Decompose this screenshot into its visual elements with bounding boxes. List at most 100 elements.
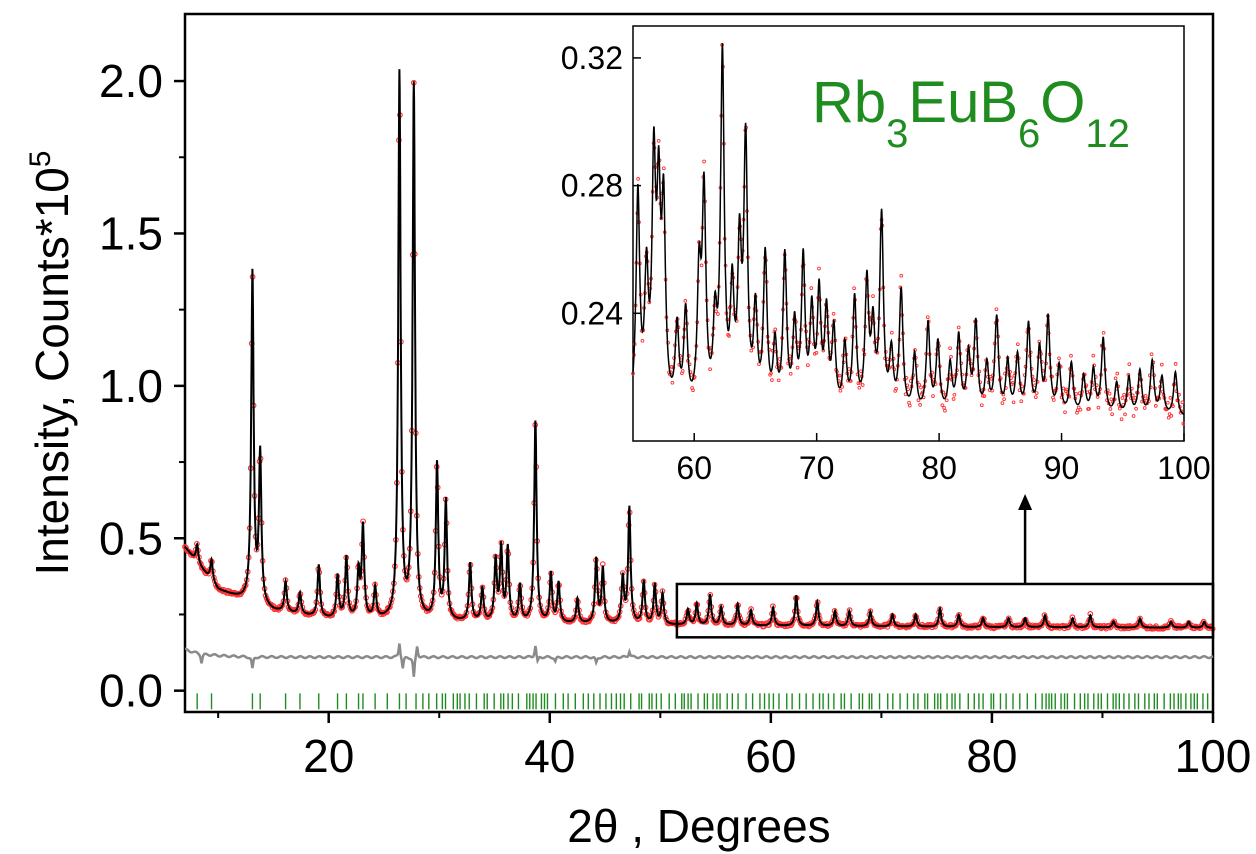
- inset-observed-point: [1168, 396, 1173, 400]
- inset-observed-point: [856, 381, 861, 386]
- inset-x-tick-label: 70: [799, 450, 835, 486]
- inset-observed-point: [1087, 407, 1091, 411]
- inset-y-tick-label: 0.28: [561, 168, 623, 204]
- x-axis-label: 2θ , Degrees: [567, 800, 830, 852]
- inset-observed-point: [1142, 406, 1147, 410]
- y-tick-label: 2.0: [99, 55, 163, 107]
- inset-observed-point: [1015, 342, 1020, 347]
- inset-observed-point: [1064, 387, 1069, 392]
- inset-axis-ticks: 60 70 80 90 100 0.24 0.28 0.32: [561, 40, 1211, 486]
- inset-observed-point: [943, 408, 947, 413]
- compound-formula: Rb3EuB6O12: [812, 70, 1130, 156]
- y-axis-label-exponent: 5: [24, 151, 57, 168]
- inset-observed-point: [1057, 356, 1061, 361]
- x-tick-label: 60: [745, 730, 796, 782]
- inset-observed-point: [1063, 410, 1067, 415]
- inset-observed-point: [809, 286, 814, 290]
- y-tick-label: 0.5: [99, 512, 163, 564]
- inset-observed-point: [1159, 362, 1164, 367]
- zoom-arrow-head: [1018, 494, 1033, 510]
- x-tick-label: 40: [524, 730, 575, 782]
- inset-observed-point: [889, 330, 894, 335]
- formula-eub: EuB: [908, 70, 1018, 135]
- main-axis-ticks: 20 40 60 80 100 0.0 0.5 1.0 1.5 2.0: [99, 55, 1251, 782]
- inset-observed-point: [691, 388, 695, 393]
- inset-observed-point: [949, 354, 953, 359]
- y-tick-label: 0.0: [99, 665, 163, 717]
- inset-observed-point: [837, 373, 842, 378]
- inset-x-tick-label: 90: [1044, 450, 1080, 486]
- inset-observed-point: [1120, 396, 1125, 400]
- inset-observed-point: [860, 383, 865, 387]
- inset-observed-point: [656, 139, 661, 143]
- inset-observed-point: [1149, 352, 1154, 357]
- inset-observed-point: [817, 266, 821, 271]
- inset-observed-point: [916, 398, 921, 403]
- inset-observed-point: [814, 350, 819, 355]
- inset-observed-point: [1131, 414, 1136, 418]
- observed-point: [810, 619, 817, 625]
- inset-observed-point: [982, 394, 987, 398]
- inset-observed-point: [662, 166, 666, 171]
- inset-observed-point: [1002, 397, 1006, 402]
- formula-sub-12: 12: [1085, 112, 1130, 156]
- inset-observed-point: [1123, 412, 1127, 417]
- inset-observed-point: [899, 273, 904, 278]
- inset-y-tick-label: 0.32: [561, 40, 623, 76]
- inset-observed-point: [770, 378, 774, 382]
- inset-observed-point: [636, 177, 640, 181]
- inset-observed-point: [1169, 414, 1174, 418]
- inset-observed-point: [1091, 353, 1096, 358]
- inset-observed-point: [1076, 405, 1081, 410]
- inset-x-tick-label: 60: [676, 450, 712, 486]
- main-pattern-series: [182, 69, 1216, 677]
- inset-observed-point: [951, 397, 956, 401]
- inset-frame: [632, 25, 1185, 442]
- inset-observed-point: [919, 385, 923, 390]
- inset-observed-point: [948, 346, 952, 351]
- inset-observed-point: [1134, 406, 1138, 411]
- inset-observed-point: [944, 398, 949, 403]
- inset-observed-point: [1010, 380, 1015, 385]
- inset-observed-point: [871, 294, 875, 298]
- inset-observed-point: [1143, 393, 1148, 398]
- inset-observed-point: [683, 299, 688, 303]
- inset-x-tick-label: 80: [921, 450, 957, 486]
- inset-observed-point: [727, 334, 731, 338]
- bragg-reflection-marks: [196, 693, 1209, 710]
- inset-observed-point: [1000, 401, 1005, 405]
- inset-observed-point: [1034, 391, 1039, 395]
- main-plot-frame: [183, 12, 1215, 714]
- inset-observed-point: [994, 307, 999, 312]
- inset-observed-point: [1019, 399, 1024, 404]
- inset-observed-point: [979, 403, 984, 408]
- y-tick-label: 1.5: [99, 207, 163, 259]
- inset-observed-point: [1166, 415, 1171, 420]
- inset-observed-point: [773, 327, 778, 332]
- inset-observed-point: [980, 394, 985, 398]
- inset-observed-point: [1069, 353, 1073, 358]
- inset-pattern-series: [631, 43, 1186, 426]
- inset-observed-point: [1153, 404, 1158, 408]
- inset-observed-point: [1107, 391, 1112, 396]
- inset-observed-point: [1110, 412, 1114, 417]
- inset-observed-point: [1032, 378, 1036, 382]
- inset-observed-point: [1181, 421, 1186, 426]
- inset-observed-point: [831, 311, 836, 316]
- y-tick-label: 1.0: [99, 360, 163, 412]
- zoom-region-box: [675, 582, 1215, 639]
- inset-observed-point: [1119, 417, 1124, 422]
- inset-observed-point: [956, 325, 961, 330]
- inset-observed-point: [716, 312, 720, 316]
- inset-observed-point: [1096, 405, 1101, 410]
- inset-observed-point: [838, 388, 843, 393]
- inset-y-tick-label: 0.24: [561, 295, 623, 331]
- inset-x-tick-label: 100: [1157, 450, 1210, 486]
- inset-observed-point: [702, 159, 706, 164]
- formula-sub-6: 6: [1018, 112, 1040, 156]
- inset-observed-point: [1127, 362, 1132, 367]
- inset-observed-point: [952, 392, 957, 397]
- inset-observed-point: [749, 348, 754, 353]
- y-axis-label: Intensity, Counts*105: [24, 151, 78, 576]
